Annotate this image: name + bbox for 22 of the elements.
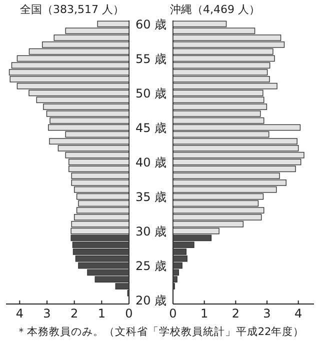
y-tick-label: 50 歳 [135, 86, 167, 100]
x-tick-label: 2 [232, 306, 240, 320]
chart-title: 全国（383,517 人） [20, 3, 124, 16]
text: ＊本務教員のみ。（文科省「学校教員統計」平成22年度） [16, 325, 304, 338]
x-tick-label: 4 [294, 306, 302, 320]
y-tick-label: 55 歳 [135, 52, 167, 66]
y-tick-label: 60 歳 [135, 17, 167, 32]
x-tick-label: 2 [70, 306, 78, 320]
y-tick-label: 45 歳 [135, 120, 167, 135]
x-tick-label: 0 [169, 306, 177, 320]
y-tick-label: 20 歳 [135, 294, 167, 308]
x-tick-label: 4 [16, 306, 24, 320]
y-tick-label: 25 歳 [135, 259, 167, 274]
chart-title: 沖縄（4,469 人） [170, 3, 260, 16]
y-tick-label: 40 歳 [135, 156, 167, 170]
y-tick-label: 35 歳 [135, 190, 167, 204]
x-tick-label: 0 [125, 306, 133, 320]
x-tick-label: 3 [43, 306, 51, 320]
x-tick-label: 1 [98, 306, 106, 320]
x-tick-label: 3 [263, 306, 271, 320]
y-tick-label: 30 歳 [135, 224, 167, 239]
x-tick-label: 1 [200, 306, 208, 320]
